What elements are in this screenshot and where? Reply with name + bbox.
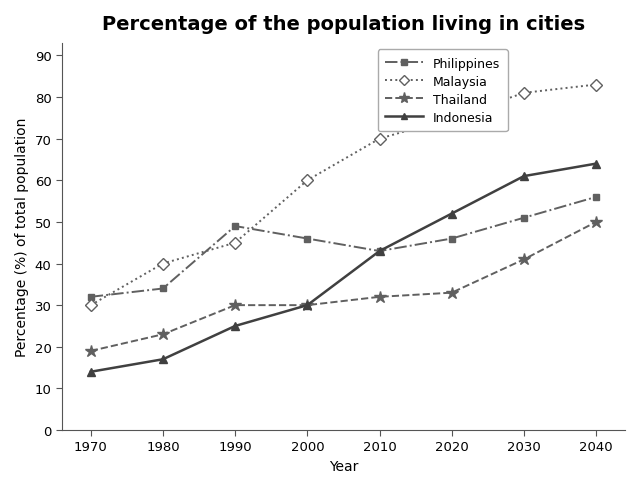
- Line: Malaysia: Malaysia: [86, 81, 600, 310]
- Legend: Philippines, Malaysia, Thailand, Indonesia: Philippines, Malaysia, Thailand, Indones…: [378, 50, 508, 132]
- Thailand: [592, 220, 600, 225]
- Malaysia: [303, 178, 311, 184]
- Line: Indonesia: Indonesia: [86, 160, 600, 376]
- Line: Thailand: Thailand: [84, 216, 602, 357]
- Malaysia: [231, 240, 239, 246]
- Thailand: [159, 332, 167, 338]
- Thailand: [520, 257, 528, 263]
- Indonesia: [448, 211, 456, 217]
- Title: Percentage of the population living in cities: Percentage of the population living in c…: [102, 15, 585, 34]
- Philippines: [159, 286, 167, 292]
- Malaysia: [87, 303, 95, 308]
- Philippines: [87, 294, 95, 300]
- Philippines: [592, 195, 600, 201]
- Malaysia: [376, 137, 383, 142]
- X-axis label: Year: Year: [329, 459, 358, 473]
- Philippines: [231, 224, 239, 229]
- Malaysia: [159, 261, 167, 267]
- Indonesia: [520, 174, 528, 180]
- Line: Philippines: Philippines: [87, 194, 600, 301]
- Thailand: [448, 290, 456, 296]
- Philippines: [520, 215, 528, 221]
- Indonesia: [592, 162, 600, 167]
- Malaysia: [448, 116, 456, 122]
- Indonesia: [376, 248, 383, 254]
- Philippines: [448, 236, 456, 242]
- Thailand: [87, 348, 95, 354]
- Philippines: [376, 248, 383, 254]
- Thailand: [231, 303, 239, 308]
- Indonesia: [231, 324, 239, 329]
- Malaysia: [592, 82, 600, 88]
- Indonesia: [87, 369, 95, 375]
- Y-axis label: Percentage (%) of total population: Percentage (%) of total population: [15, 118, 29, 356]
- Malaysia: [520, 91, 528, 97]
- Philippines: [303, 236, 311, 242]
- Thailand: [303, 303, 311, 308]
- Indonesia: [159, 357, 167, 363]
- Indonesia: [303, 303, 311, 308]
- Thailand: [376, 294, 383, 300]
